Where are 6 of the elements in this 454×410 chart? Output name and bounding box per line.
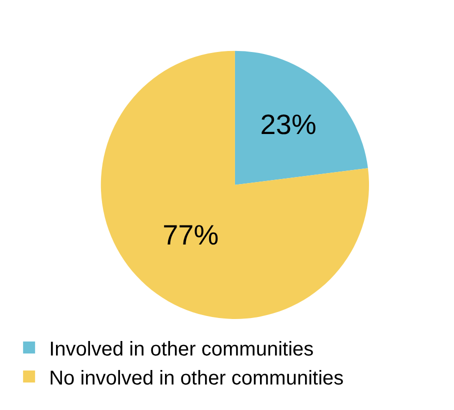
- legend-label: Involved in other communities: [49, 338, 314, 360]
- data-label: 23%: [260, 108, 316, 140]
- legend-label: No involved in other communities: [49, 367, 344, 390]
- pie-slice: [234, 50, 368, 185]
- data-label: 77%: [162, 220, 219, 251]
- pie-slice: [101, 50, 370, 319]
